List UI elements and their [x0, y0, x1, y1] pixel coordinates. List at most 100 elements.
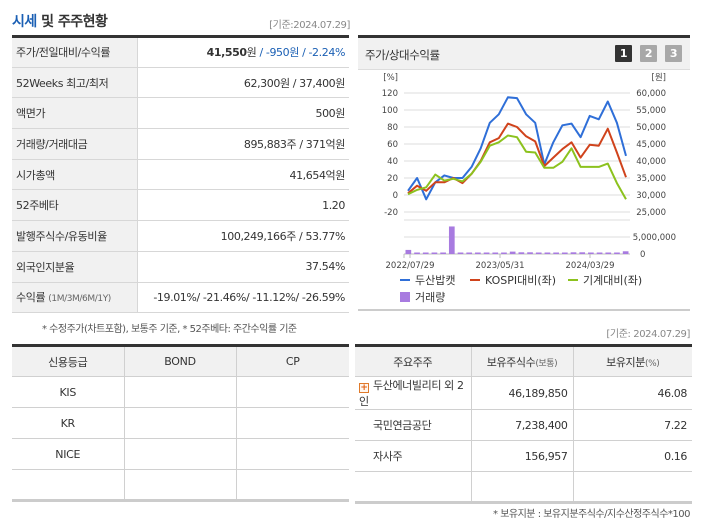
- shares: 7,238,400: [470, 409, 573, 441]
- svg-text:30,000: 30,000: [636, 191, 666, 201]
- row-label: 발행주식수/유동비율: [12, 220, 138, 252]
- row-label: 액면가: [12, 97, 138, 130]
- table-row: 발행주식수/유동비율 100,249,166주 / 53.77%: [12, 220, 349, 252]
- row-value: 41,654억원: [137, 159, 349, 191]
- shares: [470, 471, 573, 503]
- svg-text:5,000,000: 5,000,000: [633, 233, 676, 243]
- svg-text:0: 0: [640, 250, 645, 260]
- row-value: 500원: [137, 97, 349, 130]
- holders-footnote: * 보유지분 : 보유지분주식수/지수산정주식수*100: [493, 509, 690, 520]
- chart-legend: 두산밥캣 KOSPI대비(좌) 기계대비(좌) 거래량: [400, 274, 642, 304]
- section-title: 시세 및 주주현황: [12, 11, 108, 31]
- bond-rating: [123, 407, 236, 439]
- chart-panel: 주가/상대수익률 1 2 3: [358, 35, 690, 311]
- table-header: 신용등급 BOND CP: [12, 345, 349, 377]
- table-row: 액면가 500원: [12, 97, 349, 130]
- expand-plus-icon[interactable]: +: [359, 383, 369, 393]
- svg-text:100: 100: [382, 106, 398, 116]
- x-axis-labels: 2022/07/29 2023/05/31 2024/03/29: [386, 261, 615, 271]
- svg-text:120: 120: [382, 89, 398, 99]
- label-sub: (보통): [535, 358, 558, 369]
- shares: 156,957: [470, 440, 573, 472]
- table-row: KR: [12, 407, 349, 439]
- price-unit: 원: [246, 46, 257, 60]
- volume-bars: [405, 226, 629, 254]
- svg-text:[%]: [%]: [383, 73, 398, 83]
- table-header: 주요주주 보유주식수(보통) 보유지분(%): [355, 345, 692, 377]
- table-row: 52Weeks 최고/최저 62,300원 / 37,400원: [12, 67, 349, 99]
- cp-rating: [235, 469, 349, 501]
- table-row: 주가/전일대비/수익률 41,550원 / -950원 / -2.24%: [12, 36, 349, 68]
- holder-name: [355, 471, 471, 503]
- agency: NICE: [12, 438, 124, 470]
- row-value: 37.54%: [137, 251, 349, 283]
- table-row: 52주베타 1.20: [12, 189, 349, 222]
- table-row: + 두산에너빌리티 외 2인 46,189,850 46.08: [355, 376, 692, 410]
- row-value: -19.01%/ -21.46%/ -11.12%/ -26.59%: [137, 282, 349, 314]
- major-shareholders-table: 주요주주 보유주식수(보통) 보유지분(%) + 두산에너빌리티 외 2인 46,…: [355, 344, 692, 504]
- current-price: 41,550: [206, 46, 247, 60]
- table-row: 외국인지분율 37.54%: [12, 251, 349, 283]
- label-sub: (1M/3M/6M/1Y): [48, 294, 111, 305]
- sep: /: [298, 46, 309, 60]
- agency: KR: [12, 407, 124, 439]
- row-label: 시가총액: [12, 159, 138, 191]
- col-header: 신용등급: [12, 345, 124, 377]
- as-of-date: [기준:2024.07.29]: [269, 20, 350, 31]
- stake: 7.22: [572, 409, 692, 441]
- ratings-as-of: [기준: 2024.07.29]: [606, 329, 690, 340]
- svg-text:기계대비(좌): 기계대비(좌): [583, 274, 642, 287]
- col-header-shares: 보유주식수(보통): [470, 345, 573, 377]
- col-header-holder: 주요주주: [355, 345, 471, 377]
- chart-page-2-button[interactable]: 2: [640, 45, 657, 62]
- holder-name-text: 두산에너빌리티 외 2인: [359, 379, 464, 408]
- svg-text:60: 60: [387, 140, 398, 150]
- svg-text:35,000: 35,000: [636, 174, 666, 184]
- svg-text:45,000: 45,000: [636, 140, 666, 150]
- row-value: 100,249,166주 / 53.77%: [137, 220, 349, 252]
- table-row: [355, 471, 692, 503]
- label-sub: (%): [645, 358, 660, 369]
- info-footnote: * 수정주가(차트포함), 보통주 기준, * 52주베타: 주간수익률 기준: [42, 324, 297, 335]
- col-header-stake: 보유지분(%): [572, 345, 692, 377]
- row-value: 1.20: [137, 189, 349, 222]
- table-row: NICE: [12, 438, 349, 470]
- credit-rating-table: 신용등급 BOND CP KIS KR NICE: [12, 344, 349, 502]
- bond-rating: [123, 469, 236, 501]
- svg-text:2023/05/31: 2023/05/31: [476, 261, 525, 271]
- stake: 0.16: [572, 440, 692, 472]
- chart-page-1-button[interactable]: 1: [615, 45, 632, 62]
- chart-pager: 1 2 3: [615, 45, 682, 62]
- chart-lines: [407, 96, 627, 201]
- row-value: 41,550원 / -950원 / -2.24%: [137, 36, 349, 68]
- row-label: 주가/전일대비/수익률: [12, 36, 138, 68]
- svg-text:0: 0: [393, 191, 398, 201]
- svg-text:40: 40: [387, 157, 398, 167]
- agency: KIS: [12, 376, 124, 408]
- label-main: 보유지분: [606, 355, 645, 369]
- sep: /: [256, 46, 266, 60]
- cp-rating: [235, 376, 349, 408]
- agency: [12, 469, 124, 501]
- price-chart: [%] 120 100 80 60 40 20 0 -20 [원] 60,000 55,000 50,…: [382, 73, 676, 304]
- label-main: 수익률: [16, 291, 46, 305]
- table-row: KIS: [12, 376, 349, 408]
- bond-rating: [123, 376, 236, 408]
- holder-name: 자사주: [355, 440, 471, 472]
- stake: 46.08: [572, 376, 692, 410]
- svg-text:2022/07/29: 2022/07/29: [386, 261, 435, 271]
- chart-page-3-button[interactable]: 3: [665, 45, 682, 62]
- shares: 46,189,850: [470, 376, 573, 410]
- cp-rating: [235, 407, 349, 439]
- table-row: 수익률 (1M/3M/6M/1Y) -19.01%/ -21.46%/ -11.1…: [12, 282, 349, 314]
- svg-text:두산밥캣: 두산밥캣: [415, 274, 455, 287]
- chart-header: 주가/상대수익률 1 2 3: [358, 38, 690, 70]
- svg-text:-20: -20: [384, 208, 398, 218]
- bond-rating: [123, 438, 236, 470]
- svg-text:50,000: 50,000: [636, 123, 666, 133]
- table-row: 시가총액 41,654억원: [12, 159, 349, 191]
- svg-text:KOSPI대비(좌): KOSPI대비(좌): [485, 274, 556, 287]
- row-label: 거래량/거래대금: [12, 128, 138, 160]
- svg-text:60,000: 60,000: [636, 89, 666, 99]
- col-header: CP: [235, 345, 349, 377]
